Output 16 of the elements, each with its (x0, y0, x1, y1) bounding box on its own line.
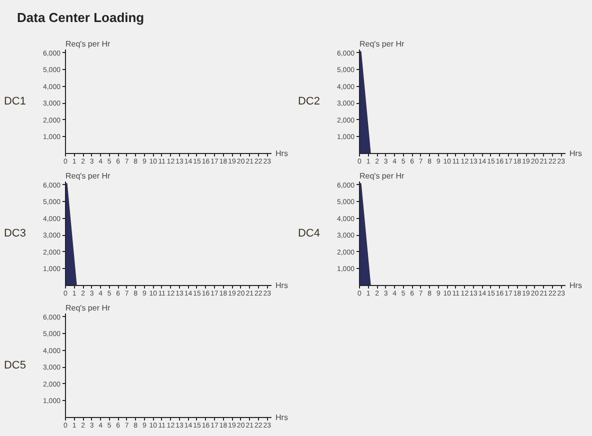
text: DC1 (4, 96, 26, 108)
y-axis-title: Req's per Hr (66, 172, 110, 180)
y-axis-title: Req's per Hr (66, 40, 110, 48)
x-axis-title: Hrs (570, 149, 582, 158)
y-axis-title: Req's per Hr (66, 304, 110, 312)
text: Data Center Loading (17, 9, 144, 27)
y-axis-title: Req's per Hr (360, 172, 404, 180)
text: DC3 (4, 228, 26, 240)
x-axis-title: Hrs (276, 149, 288, 158)
text: DC2 (298, 96, 320, 108)
x-axis-title: Hrs (276, 281, 288, 290)
y-axis-title: Req's per Hr (360, 40, 404, 48)
x-axis-title: Hrs (570, 281, 582, 290)
x-axis-title: Hrs (276, 413, 288, 422)
text: DC4 (298, 228, 320, 240)
text: DC5 (4, 360, 26, 372)
